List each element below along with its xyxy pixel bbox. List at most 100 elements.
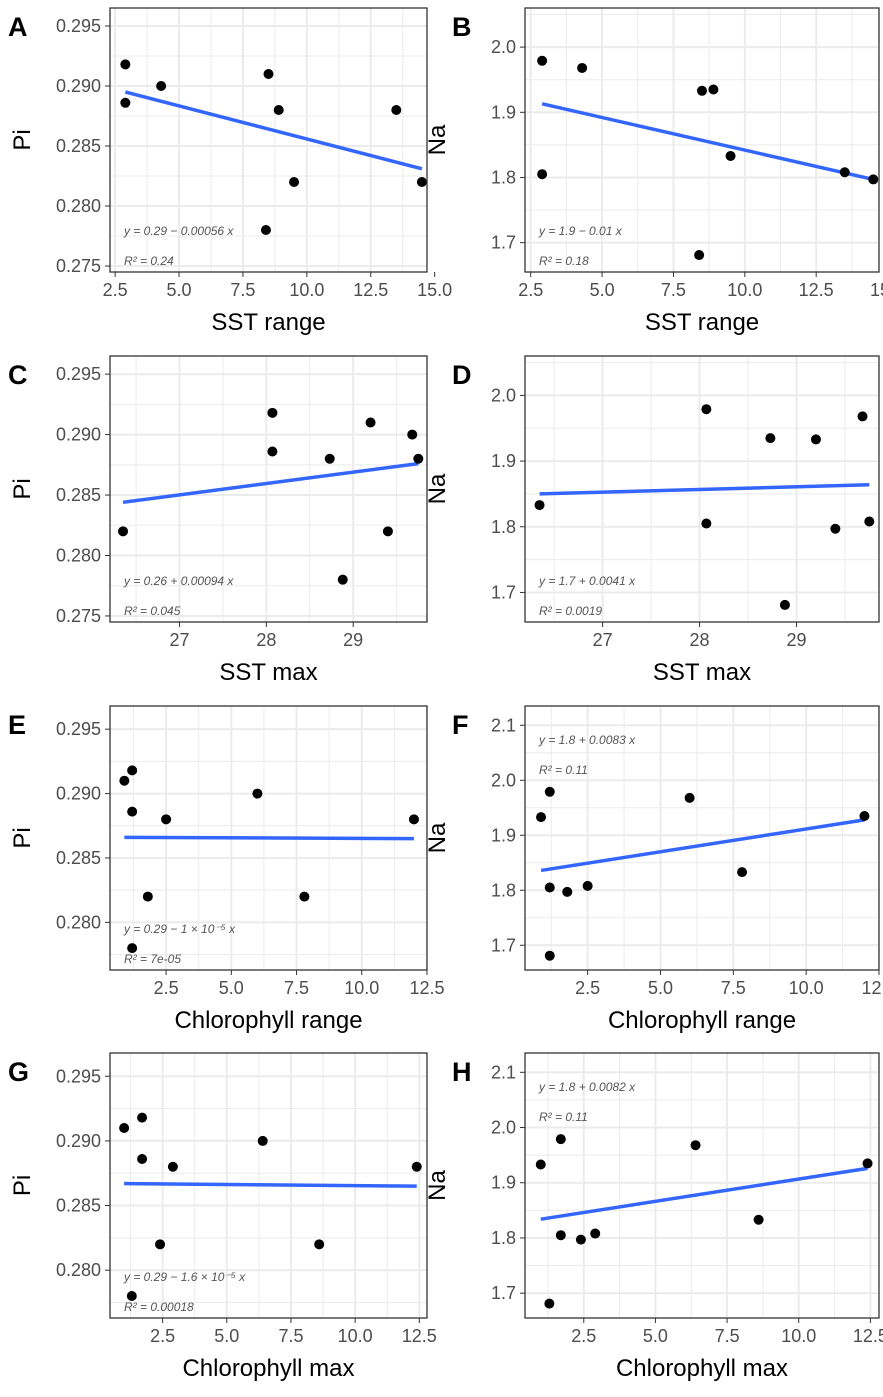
x-tick-label: 12.5: [409, 978, 444, 998]
data-point: [156, 81, 167, 91]
data-point: [127, 765, 138, 776]
panel-label: A: [8, 12, 28, 42]
data-point: [289, 177, 300, 187]
x-tick-label: 10.0: [338, 1326, 373, 1346]
data-point: [544, 882, 555, 893]
data-point: [337, 574, 348, 585]
r-squared-label: R² = 0.00018: [124, 1300, 194, 1314]
x-tick-label: 5.0: [643, 1326, 668, 1346]
panel-border: [524, 1052, 880, 1319]
fit-line: [122, 461, 419, 505]
data-point: [830, 523, 841, 534]
y-axis-title: Na: [424, 822, 451, 853]
x-tick-label: 29: [343, 630, 363, 650]
y-tick-label: 1.8: [491, 880, 516, 900]
y-axis-title: Pi: [9, 478, 36, 499]
x-tick-label: 2.5: [154, 978, 179, 998]
data-point: [575, 1234, 586, 1245]
panel-G: 2.5 5.0 7.5 10.0 12.5 0.280 0.285 0.290 0.295 y =…: [8, 1052, 437, 1382]
fit-line: [540, 818, 865, 873]
panel-background: [110, 356, 427, 622]
x-tick-label: 28: [690, 630, 710, 650]
y-tick-label: 0.285: [56, 485, 101, 505]
x-tick-label: 7.5: [278, 1326, 303, 1346]
y-tick-label: 0.275: [56, 256, 101, 276]
y-axis-title: Na: [424, 1170, 451, 1201]
data-point: [155, 1239, 166, 1250]
regression-equation: y = 0.29 − 0.00056 x: [123, 224, 234, 238]
r-squared-label: R² = 0.045: [124, 604, 181, 618]
x-tick-label: 10.0: [289, 280, 324, 300]
data-point: [534, 500, 545, 511]
panel-C: 27 28 29 0.275 0.280 0.285 0.290 0.295 y = 0.26 …: [8, 355, 428, 686]
data-point: [365, 417, 376, 428]
data-point: [252, 788, 263, 799]
data-point: [257, 1135, 268, 1146]
panel-border: [524, 705, 880, 971]
panel-F: 2.5 5.0 7.5 10.0 12.5 1.7 1.8 1.9 2.0 2.1 y = 1.8 …: [424, 705, 883, 1034]
data-point: [555, 1230, 566, 1241]
data-point: [590, 1228, 601, 1239]
data-point: [535, 1159, 546, 1170]
y-tick-label: 2.1: [491, 715, 516, 735]
data-point: [120, 59, 131, 70]
data-point: [582, 880, 593, 891]
data-point: [167, 1161, 178, 1172]
y-axis-title: Pi: [9, 129, 36, 150]
r-squared-label: R² = 0.0019: [539, 604, 602, 618]
x-tick-label: 15.0: [417, 280, 452, 300]
y-tick-label: 0.295: [56, 719, 101, 739]
regression-equation: y = 1.7 + 0.0041 x: [538, 574, 636, 588]
x-tick-label: 5.0: [590, 280, 615, 300]
y-tick-label: 2.0: [491, 1118, 516, 1138]
data-point: [411, 1161, 422, 1172]
regression-equation: y = 0.29 − 1 × 10⁻⁵ x: [123, 922, 236, 936]
panel-D: 27 28 29 1.7 1.8 1.9 2.0 y = 1.7 + 0.0041 x R² =…: [424, 355, 880, 686]
data-point: [708, 84, 719, 95]
x-axis-title: Chlorophyll range: [608, 1007, 796, 1034]
x-axis-title: Chlorophyll max: [182, 1355, 354, 1382]
data-point: [753, 1214, 764, 1225]
y-tick-label: 0.290: [56, 1131, 101, 1151]
x-tick-label: 15.0: [870, 280, 883, 300]
panel-label: F: [452, 710, 469, 740]
y-tick-label: 2.0: [491, 385, 516, 405]
data-point: [577, 62, 588, 73]
data-point: [725, 150, 736, 161]
y-tick-label: 0.285: [56, 136, 101, 156]
y-axis-title: Na: [424, 124, 451, 155]
panel-label: G: [8, 1057, 29, 1087]
x-tick-label: 2.5: [575, 978, 600, 998]
panel-border: [109, 705, 428, 971]
data-point: [416, 177, 427, 187]
x-tick-label: 7.5: [715, 1326, 740, 1346]
data-point: [555, 1134, 566, 1145]
x-tick-label: 12.5: [799, 280, 834, 300]
data-point: [127, 806, 138, 817]
y-tick-label: 0.295: [56, 16, 101, 36]
r-squared-label: R² = 0.11: [539, 1110, 588, 1124]
y-axis-title: Na: [424, 473, 451, 504]
data-point: [142, 891, 153, 902]
data-point: [537, 55, 548, 66]
x-tick-label: 5.0: [648, 978, 673, 998]
y-tick-label: 1.9: [491, 451, 516, 471]
data-point: [273, 105, 284, 115]
x-tick-label: 2.5: [518, 280, 543, 300]
y-tick-label: 0.280: [56, 196, 101, 216]
x-tick-label: 27: [169, 630, 189, 650]
x-tick-label: 28: [256, 630, 276, 650]
fit-line: [539, 482, 870, 496]
data-point: [701, 404, 712, 415]
r-squared-label: R² = 0.18: [539, 254, 589, 268]
y-tick-label: 2.1: [491, 1062, 516, 1082]
y-tick-label: 1.8: [491, 167, 516, 187]
x-tick-label: 7.5: [721, 978, 746, 998]
data-point: [690, 1140, 701, 1151]
data-point: [684, 792, 695, 803]
data-point: [544, 786, 555, 797]
panel-A: 2.5 5.0 7.5 10.0 12.5 15.0 0.275 0.280 0.285 0.29…: [8, 7, 452, 336]
data-point: [407, 429, 418, 440]
data-point: [857, 411, 868, 422]
